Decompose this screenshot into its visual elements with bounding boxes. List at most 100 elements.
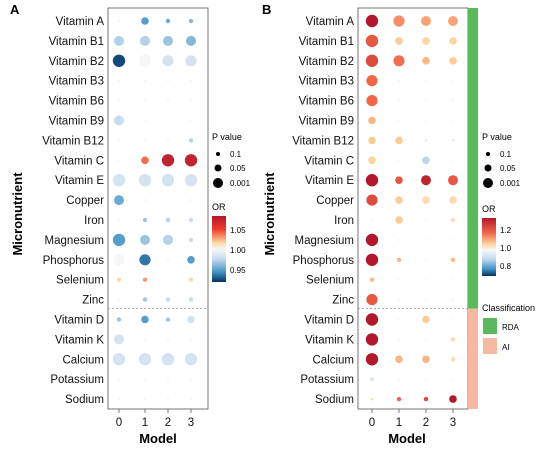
panel-a-dot [187,255,195,264]
panel-a-dot [189,79,193,82]
panel-a-size-legend-title: P value [212,132,242,142]
panel-a-dot [161,353,175,366]
panel-a-row-label: Vitamin E [55,175,104,187]
panel-b-plot-frame [357,7,469,410]
panel-a-color-legend-tick: 1.00 [230,246,246,255]
panel-a-x-tick-labels: 0 1 2 3 [116,409,194,429]
panel-a-dot [142,217,148,223]
panel-a-x-tick-label: 3 [188,417,194,429]
panel-a-row-label: Potassium [50,374,104,386]
panel-b-row-label: Zinc [332,295,354,307]
panel-b-row-label: Vitamin B2 [299,56,354,68]
panel-a-dot [166,139,170,142]
panel-a-dot [140,35,150,46]
panel-a-row-label: Vitamin K [55,334,104,346]
panel-a-row-label: Vitamin B6 [49,96,104,108]
panel-b-dot [397,298,401,301]
panel-a-dot [143,377,147,381]
panel-a-dot [116,277,122,282]
panel-b-dot [397,119,401,122]
panel-a-row-label: Vitamin B9 [49,116,104,128]
panel-b-size-legend-title: P value [482,132,512,142]
panel-a-dot [112,233,126,247]
panel-a-dot [141,315,149,324]
panel-a-dot [184,154,198,167]
panel-a-dot [188,277,194,282]
panel-b-dot [365,253,379,266]
panel-b-dot [449,37,457,45]
panel-a-y-axis-label: Micronutrient [10,172,25,256]
panel-a-dot [163,35,173,46]
panel-a-dot [114,334,124,345]
panel-b-classification-swatch-ai [483,338,497,354]
panel-b-color-bar [482,218,496,276]
panel-b-size-legend-dot-large [483,178,493,188]
panel-b-dot [424,79,428,82]
panel-a-x-tick-label: 0 [116,417,122,429]
panel-a-dot [165,297,171,302]
panel-b-dot [397,318,401,321]
panel-a-color-bar [212,216,226,282]
panel-a-plot-frame [107,7,209,410]
panel-a-dot [165,217,171,223]
panel-b-row-label: Magnesium [295,235,354,247]
panel-b-dot [366,194,378,206]
panel-b-dot [422,57,430,65]
panel-a-dot [188,297,194,302]
panel-b-x-tick-label: 3 [450,417,456,429]
panel-a-size-legend-dot-large [213,178,223,188]
panel-b-row-label: Iron [334,215,354,227]
panel-a-row-label: Selenium [56,275,104,287]
panel-a-dot [116,317,122,322]
panel-a-dot [165,317,171,322]
panel-a-dot [143,99,147,102]
panel-a-dot [165,18,171,24]
panel-b-dot [424,119,428,122]
panel-a-dot [166,397,170,401]
panel-a-dot [117,139,121,142]
panel-b-dot [395,216,403,224]
panel-b-x-tick-label: 1 [396,417,402,429]
panel-b-size-legend-label: 0.05 [500,164,516,173]
panel-a-dot [189,338,193,341]
panel-a-dot [187,315,195,324]
panel-a-dot [143,79,147,82]
panel-a-dot [188,18,194,24]
panel-b-dot [368,116,376,125]
panel-a-color-legend-title: OR [212,202,226,212]
panel-a-dot [113,254,125,266]
panel-b-dot [451,298,455,301]
panel-a-dot [114,35,124,46]
panel-a-row-label: Vitamin B2 [49,56,104,68]
panel-a-dot [166,278,170,282]
panel-b-classification-swatch-rda [483,318,497,334]
panel-b-classification-label-ai: AI [502,343,510,352]
panel-b-dot [451,278,455,282]
panel-b-row-label: Selenium [306,275,354,287]
panel-a-dot [184,353,198,366]
panel-a-dot [140,234,150,245]
panel-b-dot [449,395,457,403]
panel-b-dot [424,218,428,222]
panel-b-row-label: Vitamin C [304,155,354,167]
panel-b-x-tick-labels: 0 1 2 3 [369,409,456,429]
panel-a-dot [143,139,147,142]
panel-a-dot [117,159,121,162]
panel-b-size-legend-label: 0.001 [500,179,521,188]
panel-b-row-label: Copper [316,195,354,207]
panel-a-dot [114,115,124,126]
panel-a-size-legend-dot-small [216,152,220,156]
panel-b-dot [369,377,375,382]
panel-b-x-tick-label: 2 [423,417,429,429]
panel-a-dot [112,353,126,366]
panel-b-dot [370,218,374,222]
panel-b-row-label: Vitamin B6 [299,96,354,108]
panel-a: A Vitamin A Vitamin B1 Vitamin B2 Vitamin B… [10,2,251,446]
panel-b-dot [365,34,379,48]
panel-b-row-label: Vitamin B12 [292,135,354,147]
panel-a-row-label: Zinc [82,295,104,307]
panel-b-dot [395,37,403,45]
panel-b-dot [451,79,455,82]
panel-b-dot [448,16,458,26]
panel-b-dot [451,238,455,242]
